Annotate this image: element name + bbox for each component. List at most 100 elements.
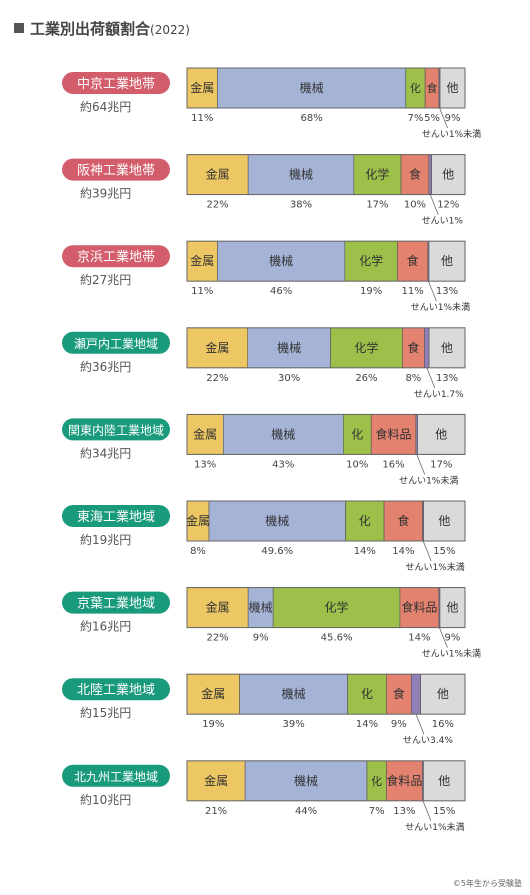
bar-segment-chemical bbox=[272, 587, 401, 628]
region-name: 関東内陸工業地域 bbox=[68, 423, 164, 437]
value-label: 45.6% bbox=[321, 633, 353, 644]
textile-leader-line bbox=[422, 540, 432, 562]
bar-segment-textile bbox=[428, 154, 432, 195]
value-label: 9% bbox=[253, 633, 269, 644]
bar-segment-chemical bbox=[330, 327, 403, 369]
region-total: 約36兆円 bbox=[80, 359, 131, 374]
bar-segment-machine bbox=[208, 500, 346, 542]
segment-label: 化学 bbox=[354, 340, 378, 355]
bar-segment-other bbox=[431, 154, 466, 195]
value-label: 17% bbox=[366, 200, 388, 211]
bar-segment-food bbox=[386, 673, 412, 715]
value-label: 10% bbox=[404, 200, 426, 211]
region-badge bbox=[62, 158, 170, 181]
bar-outline bbox=[186, 154, 466, 196]
textile-note: せんい1%未満 bbox=[399, 474, 458, 486]
bar-segment-food bbox=[386, 760, 423, 802]
bar-segment-textile bbox=[410, 673, 421, 715]
region-name: 京浜工業地帯 bbox=[77, 249, 155, 265]
segment-label: 他 bbox=[438, 514, 450, 528]
textile-note: せんい3.4% bbox=[403, 735, 453, 746]
value-label: 5% bbox=[424, 113, 440, 124]
value-label: 13% bbox=[194, 459, 216, 470]
region-name: 阪神工業地帯 bbox=[77, 163, 155, 179]
value-label: 7% bbox=[407, 113, 423, 124]
textile-leader-line bbox=[439, 107, 448, 129]
value-label: 22% bbox=[206, 633, 228, 644]
segment-label: 金属 bbox=[201, 686, 225, 701]
title-text: 工業別出荷額割合 bbox=[30, 20, 151, 38]
segment-label: 他 bbox=[447, 81, 459, 95]
title-year: (2022) bbox=[150, 23, 190, 37]
segment-label: 食 bbox=[427, 81, 438, 95]
segment-label: 食料品 bbox=[386, 773, 422, 788]
textile-note: せんい1%未満 bbox=[405, 821, 464, 833]
segment-label: 他 bbox=[435, 427, 447, 441]
segment-label: 化 bbox=[371, 774, 382, 788]
bar-outline bbox=[186, 67, 466, 109]
segment-label: 機械 bbox=[294, 773, 318, 788]
segment-label: 金属 bbox=[190, 80, 214, 95]
segment-label: 他 bbox=[441, 341, 453, 355]
bar-outline bbox=[186, 327, 466, 369]
bar-segment-metal bbox=[186, 673, 240, 715]
value-label: 11% bbox=[402, 286, 424, 297]
value-label: 13% bbox=[436, 373, 458, 384]
region-total: 約16兆円 bbox=[80, 619, 131, 634]
segment-label: 機械 bbox=[271, 426, 295, 441]
segment-label: 他 bbox=[446, 601, 458, 615]
textile-note: せんい1%未満 bbox=[422, 128, 481, 140]
bar-outline bbox=[186, 240, 466, 282]
value-label: 49.6% bbox=[261, 546, 293, 557]
value-label: 8% bbox=[190, 546, 206, 557]
bar-segment-machine bbox=[247, 587, 274, 628]
value-label: 19% bbox=[360, 286, 382, 297]
segment-label: 機械 bbox=[300, 80, 324, 95]
value-label: 39% bbox=[282, 719, 304, 730]
value-label: 26% bbox=[355, 373, 377, 384]
segment-label: 金属 bbox=[193, 426, 217, 441]
segment-label: 食 bbox=[397, 513, 409, 528]
bar-segment-other bbox=[420, 673, 466, 715]
bar-segment-metal bbox=[186, 240, 218, 282]
textile-leader-line bbox=[415, 714, 425, 735]
segment-label: 他 bbox=[438, 774, 450, 788]
bar-outline bbox=[186, 587, 466, 629]
region-row: 中京工業地帯約64兆円 金属 機械 化食他 11% 68% 7% 5% 9% せんい1%未満 bbox=[62, 67, 481, 140]
segment-label: 化学 bbox=[325, 600, 349, 615]
segment-label: 機械 bbox=[277, 340, 301, 355]
textile-leader-line bbox=[416, 454, 426, 475]
value-label: 9% bbox=[445, 633, 461, 644]
textile-note: せんい1% bbox=[422, 216, 464, 227]
region-total: 約39兆円 bbox=[80, 186, 131, 201]
value-label: 19% bbox=[202, 719, 224, 730]
value-label: 9% bbox=[391, 719, 407, 730]
segment-label: 機械 bbox=[249, 600, 273, 615]
region-badge bbox=[62, 591, 170, 614]
region-name: 北九州工業地域 bbox=[74, 770, 158, 784]
region-total: 約10兆円 bbox=[80, 792, 131, 807]
value-label: 13% bbox=[436, 286, 458, 297]
value-label: 22% bbox=[206, 373, 228, 384]
value-label: 8% bbox=[405, 373, 421, 384]
value-label: 11% bbox=[191, 286, 213, 297]
region-badge bbox=[62, 764, 170, 787]
value-label: 13% bbox=[393, 806, 415, 817]
bar-segment-other bbox=[423, 500, 466, 542]
chart-title: 工業別出荷額割合(2022) bbox=[14, 18, 190, 39]
segment-label: 化学 bbox=[359, 253, 383, 268]
segment-label: 食 bbox=[409, 167, 421, 182]
textile-note: せんい1%未満 bbox=[406, 561, 465, 573]
bar-outline bbox=[186, 500, 466, 542]
region-total: 約15兆円 bbox=[80, 705, 131, 720]
textile-note: せんい1%未満 bbox=[422, 648, 481, 660]
region-badge bbox=[62, 245, 170, 268]
bar-segment-other bbox=[439, 67, 466, 109]
segment-label: 他 bbox=[442, 168, 454, 182]
segment-label: 化 bbox=[351, 427, 363, 441]
textile-leader-line bbox=[429, 194, 439, 215]
region-row: 関東内陸工業地域約34兆円 金属 機械 化食料品 他 13% 43% 10% 16% 17% せんい… bbox=[62, 413, 466, 486]
